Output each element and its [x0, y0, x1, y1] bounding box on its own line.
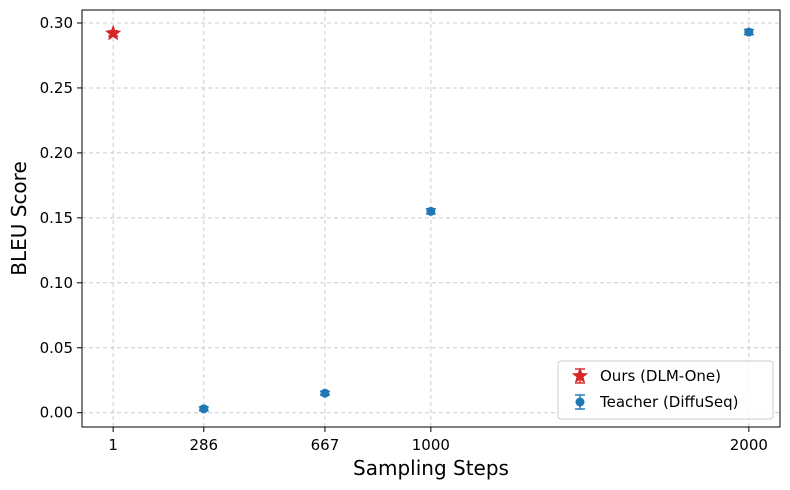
- data-point-teacher: [320, 388, 330, 398]
- legend-star-marker: [571, 367, 589, 383]
- x-tick-label: 1: [108, 436, 118, 454]
- plot-frame: [81, 9, 781, 428]
- y-tick-label: 0.05: [40, 339, 73, 357]
- data-point-teacher: [199, 404, 209, 414]
- y-tick-label: 0.00: [40, 404, 73, 422]
- x-tick-label: 2000: [730, 436, 768, 454]
- y-tick-label: 0.10: [40, 274, 73, 292]
- legend: Ours (DLM-One) Teacher (DiffuSeq): [557, 360, 774, 420]
- y-axis-ticks: 0.00 0.05 0.10 0.15 0.20 0.25 0.30: [40, 14, 82, 422]
- legend-circle-marker: [575, 397, 585, 407]
- legend-marker-ours: [571, 367, 589, 384]
- legend-box: [557, 360, 774, 420]
- x-axis-label: Sampling Steps: [353, 456, 509, 480]
- x-tick-label: 1000: [412, 436, 450, 454]
- data-point-ours: [104, 24, 122, 41]
- x-tick-label: 667: [311, 436, 340, 454]
- legend-label-ours: Ours (DLM-One): [600, 367, 721, 385]
- y-tick-label: 0.20: [40, 144, 73, 162]
- legend-marker-teacher: [575, 394, 585, 410]
- data-point-teacher: [426, 206, 436, 216]
- x-axis-ticks: 1 286 667 1000 2000: [108, 427, 768, 454]
- x-tick-label: 286: [189, 436, 218, 454]
- data-point-teacher: [744, 27, 754, 37]
- y-tick-label: 0.15: [40, 209, 73, 227]
- y-tick-label: 0.30: [40, 14, 73, 32]
- data-marks: [104, 24, 754, 414]
- legend-label-teacher: Teacher (DiffuSeq): [599, 393, 739, 411]
- y-tick-label: 0.25: [40, 79, 73, 97]
- y-axis-label: BLEU Score: [7, 161, 31, 276]
